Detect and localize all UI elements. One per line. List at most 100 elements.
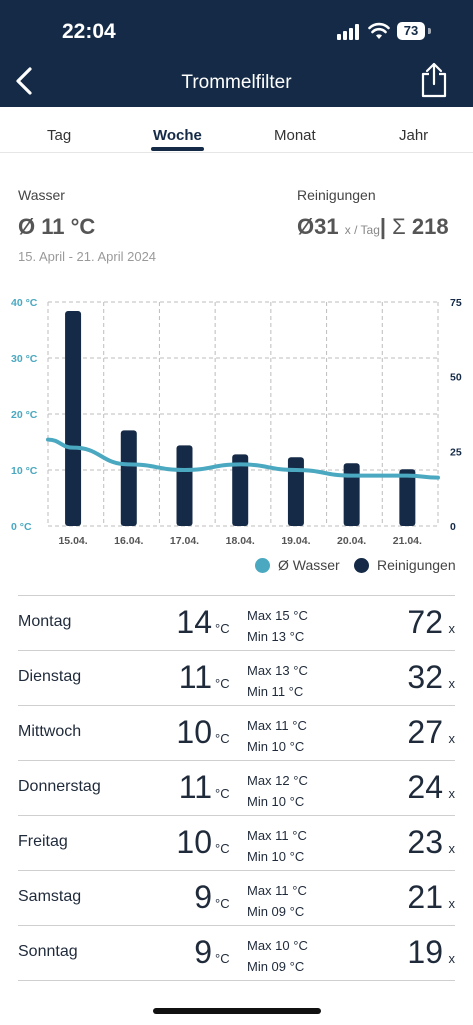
max-min-temperature: Max 11 °C Min 09 °C [247, 880, 307, 922]
max-temperature: Max 13 °C [247, 663, 308, 678]
count-unit: x [448, 896, 456, 911]
cleanings-label: Reinigungen [297, 187, 376, 203]
line-wasser [46, 437, 440, 480]
max-temperature: Max 11 °C [247, 828, 307, 843]
day-name: Samstag [18, 888, 82, 905]
app-header: 22:04 73 Trommelfilter [0, 0, 473, 107]
tab-jahr[interactable]: Jahr [399, 127, 429, 144]
day-name: Freitag [18, 833, 68, 850]
right-axis-tick: 75 [450, 297, 462, 309]
bar-reinigungen [120, 430, 137, 526]
min-temperature: Min 11 °C [247, 684, 304, 699]
temperature-unit: °C [215, 896, 230, 911]
table-row: Samstag 9 °C Max 11 °C Min 09 °C 21 x [18, 870, 455, 925]
left-axis-tick: 20 °C [11, 409, 38, 421]
count-unit: x [448, 951, 456, 966]
left-axis-tick: 30 °C [11, 353, 38, 365]
max-temperature: Max 12 °C [247, 773, 308, 788]
avg-temperature: 11 [178, 769, 212, 805]
table-row: Donnerstag 11 °C Max 12 °C Min 10 °C 24 x [18, 760, 455, 815]
cleanings-total-value: 218 [411, 214, 449, 239]
max-min-temperature: Max 11 °C Min 10 °C [247, 825, 307, 867]
status-time: 22:04 [62, 20, 116, 43]
table-row: Freitag 10 °C Max 11 °C Min 10 °C 23 x [18, 815, 455, 870]
battery-tip [428, 28, 431, 34]
tab-woche[interactable]: Woche [153, 127, 202, 144]
bar-reinigungen [176, 445, 193, 526]
cellular-signal-icon [337, 24, 361, 40]
temperature-unit: °C [215, 676, 230, 691]
day-name: Sonntag [18, 943, 78, 960]
min-temperature: Min 10 °C [247, 794, 305, 809]
legend-water-dot [255, 558, 270, 573]
bar-reinigungen [343, 463, 360, 526]
cleaning-count: 32 [407, 659, 443, 695]
avg-temperature: 11 [178, 659, 212, 695]
daily-table: Montag 14 °C Max 15 °C Min 13 °C 72 x Dienstag 1… [18, 595, 455, 981]
temperature-unit: °C [215, 621, 230, 636]
average-symbol: Ø [297, 214, 315, 239]
water-average-value: 11 °C [41, 214, 96, 239]
separator: | [379, 214, 387, 239]
cleaning-count: 23 [407, 824, 443, 860]
right-axis-tick: 50 [450, 372, 462, 384]
temperature-unit: °C [215, 786, 230, 801]
left-axis-tick: 40 °C [11, 297, 38, 309]
min-temperature: Min 09 °C [247, 959, 305, 974]
bar-reinigungen [65, 310, 82, 526]
x-axis-tick: 20.04. [337, 535, 366, 547]
count-unit: x [448, 786, 456, 801]
cleanings-average-unit: x / Tag [344, 223, 380, 237]
tab-tag[interactable]: Tag [47, 127, 72, 144]
average-symbol: Ø [18, 214, 36, 239]
back-chevron-icon[interactable] [10, 66, 40, 96]
left-axis-tick: 10 °C [11, 465, 38, 477]
tab-monat[interactable]: Monat [274, 127, 316, 144]
avg-temperature: 10 [176, 824, 212, 860]
avg-temperature: 14 [176, 604, 212, 640]
avg-temperature: 9 [194, 934, 212, 970]
date-range: 15. April - 21. April 2024 [18, 249, 157, 264]
day-name: Donnerstag [18, 778, 101, 795]
cleaning-count: 27 [407, 714, 443, 750]
chart-svg: 0 °C 10 °C 20 °C 30 °C 40 °C 0 25 50 75 15.04. 16.… [11, 297, 462, 547]
legend-water: Ø Wasser [255, 557, 340, 573]
avg-temperature: 9 [194, 879, 212, 915]
cleaning-count: 24 [407, 769, 443, 805]
cleaning-count: 19 [407, 934, 443, 970]
x-axis-tick: 18.04. [226, 535, 255, 547]
cleaning-count: 21 [407, 879, 443, 915]
x-axis-tick: 16.04. [114, 535, 143, 547]
count-unit: x [448, 841, 456, 856]
max-temperature: Max 10 °C [247, 938, 308, 953]
bar-reinigungen [232, 454, 249, 526]
table-row: Montag 14 °C Max 15 °C Min 13 °C 72 x [18, 595, 455, 650]
legend-water-label: Ø Wasser [278, 557, 340, 573]
x-axis-tick: 19.04. [281, 535, 310, 547]
cleanings-summary: Ø31 x / Tag| Σ 218 [297, 214, 449, 240]
day-name: Mittwoch [18, 723, 82, 740]
legend-cleanings: Reinigungen [354, 557, 456, 573]
avg-temperature: 10 [176, 714, 212, 750]
max-min-temperature: Max 11 °C Min 10 °C [247, 715, 307, 757]
right-axis-tick: 0 [450, 521, 456, 533]
count-unit: x [448, 621, 456, 636]
temperature-unit: °C [215, 951, 230, 966]
share-icon[interactable] [418, 62, 450, 98]
bar-reinigungen [287, 457, 304, 526]
x-axis-tick: 21.04. [393, 535, 422, 547]
water-label: Wasser [18, 187, 65, 203]
active-tab-indicator [151, 147, 204, 151]
bar-reinigungen [399, 469, 416, 526]
weekly-chart: 0 °C 10 °C 20 °C 30 °C 40 °C 0 25 50 75 15.04. 16.… [0, 290, 473, 550]
water-average: Ø 11 °C [18, 214, 95, 240]
table-row: Sonntag 9 °C Max 10 °C Min 09 °C 19 x [18, 925, 455, 981]
table-row: Mittwoch 10 °C Max 11 °C Min 10 °C 27 x [18, 705, 455, 760]
temperature-unit: °C [215, 841, 230, 856]
page-title: Trommelfilter [181, 72, 292, 93]
legend-cleanings-dot [354, 558, 369, 573]
max-min-temperature: Max 12 °C Min 10 °C [247, 770, 308, 812]
legend-cleanings-label: Reinigungen [377, 557, 456, 573]
max-min-temperature: Max 10 °C Min 09 °C [247, 935, 308, 977]
max-temperature: Max 11 °C [247, 718, 307, 733]
